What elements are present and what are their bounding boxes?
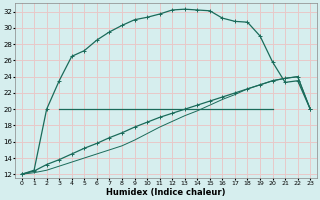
X-axis label: Humidex (Indice chaleur): Humidex (Indice chaleur) bbox=[106, 188, 226, 197]
